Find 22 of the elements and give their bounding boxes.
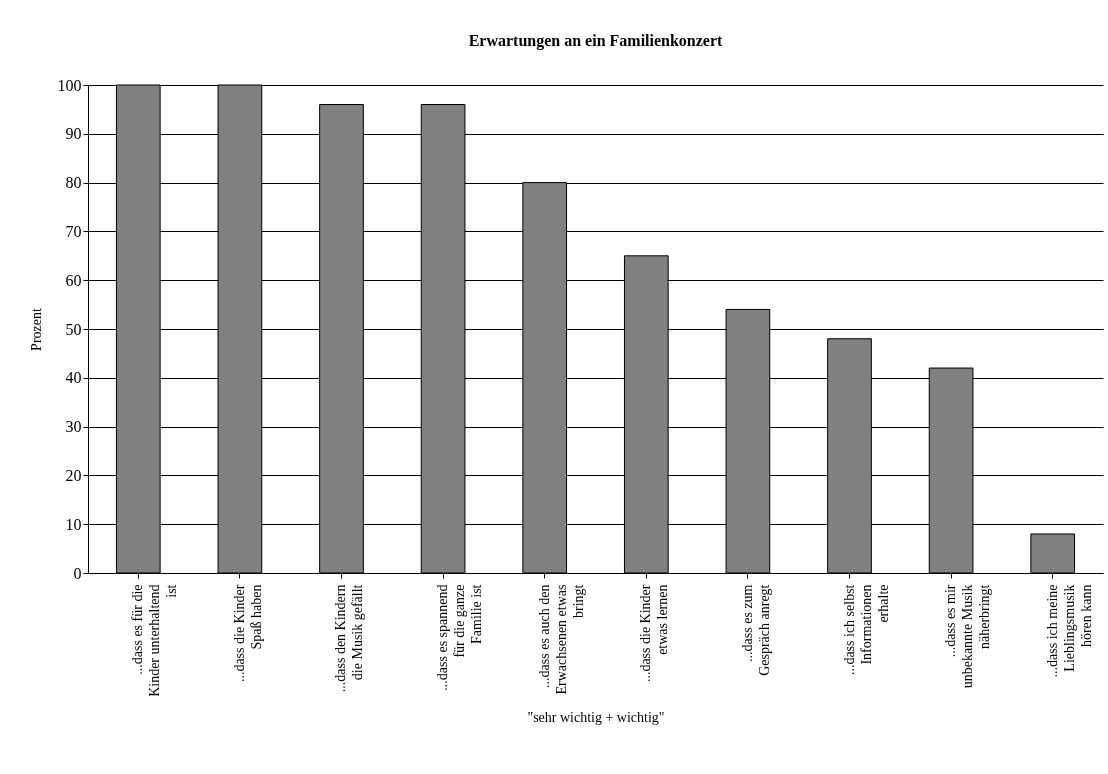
y-tick-label: 60 bbox=[65, 271, 82, 289]
y-tick-label: 70 bbox=[65, 222, 82, 240]
x-tick-label: ...dass die Kinder Spaß haben bbox=[231, 584, 264, 683]
y-tick-label: 50 bbox=[65, 320, 82, 338]
x-tick-label: ...dass es auch den Erwachsenen etwas bringt bbox=[536, 584, 586, 695]
x-tick-label: ...dass es spannend für die ganze Familie ist bbox=[435, 584, 485, 691]
y-tick-label: 90 bbox=[65, 125, 82, 143]
y-tick-label: 40 bbox=[65, 369, 82, 387]
y-tick-label: 100 bbox=[57, 76, 82, 94]
y-tick-label: 20 bbox=[65, 466, 82, 484]
x-tick-label: ...dass den Kindern die Musik gefällt bbox=[333, 584, 366, 693]
x-tick-label: ...dass es für die Kinder unterhaltend ist bbox=[130, 584, 180, 697]
x-axis-title: "sehr wichtig + wichtig" bbox=[527, 709, 665, 725]
chart-title: Erwartungen an ein Familienkonzert bbox=[468, 32, 724, 50]
y-tick-label: 80 bbox=[65, 174, 82, 192]
y-tick-label: 10 bbox=[65, 515, 82, 533]
y-tick-label: 0 bbox=[73, 564, 82, 582]
y-tick-label: 30 bbox=[65, 418, 82, 436]
y-axis-title: Prozent bbox=[28, 308, 44, 351]
x-tick-label: ...dass ich meine Lieblingsmusik hören kann bbox=[1044, 584, 1094, 678]
x-tick-label: ...dass ich selbst Informationen erhalte bbox=[841, 584, 891, 676]
x-tick-label: ...dass es mir unbekannte Musik näherbringt bbox=[943, 584, 993, 689]
